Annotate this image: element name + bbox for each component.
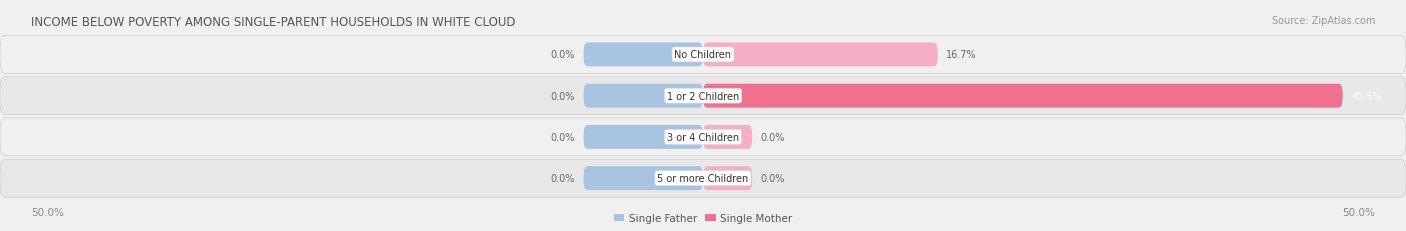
Text: 0.0%: 0.0% <box>761 173 785 183</box>
Text: 16.7%: 16.7% <box>946 50 977 60</box>
FancyBboxPatch shape <box>703 125 752 149</box>
FancyBboxPatch shape <box>703 43 938 67</box>
Legend: Single Father, Single Mother: Single Father, Single Mother <box>614 213 792 224</box>
FancyBboxPatch shape <box>0 36 1406 74</box>
Text: 0.0%: 0.0% <box>551 50 575 60</box>
Text: 0.0%: 0.0% <box>761 132 785 142</box>
Text: 50.0%: 50.0% <box>31 207 63 218</box>
FancyBboxPatch shape <box>583 125 703 149</box>
FancyBboxPatch shape <box>0 77 1406 115</box>
Text: 0.0%: 0.0% <box>551 132 575 142</box>
FancyBboxPatch shape <box>703 167 752 190</box>
Text: Source: ZipAtlas.com: Source: ZipAtlas.com <box>1271 16 1375 26</box>
Text: No Children: No Children <box>675 50 731 60</box>
Text: 45.5%: 45.5% <box>1351 91 1382 101</box>
FancyBboxPatch shape <box>703 84 1343 108</box>
FancyBboxPatch shape <box>0 159 1406 197</box>
FancyBboxPatch shape <box>583 84 703 108</box>
Text: 3 or 4 Children: 3 or 4 Children <box>666 132 740 142</box>
Text: 0.0%: 0.0% <box>551 91 575 101</box>
Text: INCOME BELOW POVERTY AMONG SINGLE-PARENT HOUSEHOLDS IN WHITE CLOUD: INCOME BELOW POVERTY AMONG SINGLE-PARENT… <box>31 16 516 29</box>
Text: 1 or 2 Children: 1 or 2 Children <box>666 91 740 101</box>
FancyBboxPatch shape <box>583 43 703 67</box>
Text: 0.0%: 0.0% <box>551 173 575 183</box>
Text: 5 or more Children: 5 or more Children <box>658 173 748 183</box>
FancyBboxPatch shape <box>583 167 703 190</box>
Text: 50.0%: 50.0% <box>1343 207 1375 218</box>
FancyBboxPatch shape <box>0 119 1406 156</box>
